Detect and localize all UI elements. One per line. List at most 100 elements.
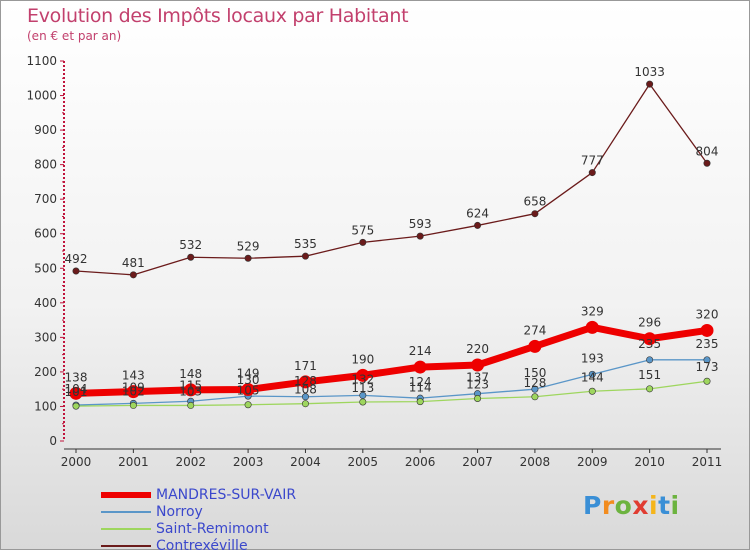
data-point (588, 387, 596, 395)
data-label: 624 (466, 206, 489, 220)
y-tick-label: 400 (34, 296, 57, 310)
y-tick-label: 300 (34, 330, 57, 344)
y-tick-label: 100 (34, 399, 57, 413)
y-tick-label: 500 (34, 261, 57, 275)
data-label: 190 (351, 352, 374, 366)
data-label: 235 (696, 337, 719, 351)
data-point (69, 386, 83, 400)
data-point (528, 339, 542, 353)
y-tick-label: 800 (34, 158, 57, 172)
legend-label: Norroy (156, 504, 203, 520)
data-point (241, 383, 255, 397)
data-point (643, 332, 657, 346)
series-line-contrex-ville (75, 83, 708, 276)
data-label: 235 (638, 337, 661, 351)
data-label: 103 (179, 384, 202, 398)
data-point (298, 375, 312, 389)
data-label: 492 (65, 252, 88, 266)
logo-letter: i (649, 491, 659, 520)
data-point (356, 368, 370, 382)
data-point (531, 393, 539, 401)
data-label: 1033 (634, 65, 665, 79)
legend-label: Contrexéville (156, 538, 248, 554)
logo-letter: t (658, 491, 671, 520)
data-label: 535 (294, 237, 317, 251)
y-tick-label: 1100 (26, 54, 57, 68)
x-tick-label: 2010 (634, 455, 665, 469)
series-line-saint-remimont (75, 380, 708, 407)
data-label: 274 (523, 323, 546, 337)
data-point (72, 267, 80, 275)
data-point (416, 398, 424, 406)
data-point (474, 395, 482, 403)
data-label: 101 (65, 385, 88, 399)
data-point (646, 80, 654, 88)
data-point (301, 252, 309, 260)
data-label: 220 (466, 342, 489, 356)
data-point (700, 323, 714, 337)
x-tick-label: 2011 (692, 455, 723, 469)
chart-subtitle: (en € et par an) (27, 29, 122, 43)
data-point (416, 232, 424, 240)
data-label: 193 (581, 351, 604, 365)
legend-label: Saint-Remimont (156, 521, 269, 537)
data-label: 115 (179, 378, 202, 392)
data-point (359, 398, 367, 406)
data-point (703, 356, 711, 364)
data-point (184, 383, 198, 397)
data-label: 171 (294, 359, 317, 373)
legend-label: MANDRES-SUR-VAIR (156, 487, 297, 503)
y-tick-label: 200 (34, 365, 57, 379)
x-tick-label: 2006 (405, 455, 436, 469)
data-point (72, 402, 80, 410)
x-tick-label: 2004 (290, 455, 321, 469)
y-tick-label: 0 (49, 434, 57, 448)
data-label: 575 (351, 223, 374, 237)
y-tick-label: 600 (34, 227, 57, 241)
data-label: 804 (696, 144, 719, 158)
x-tick-label: 2009 (577, 455, 608, 469)
y-tick-label: 700 (34, 192, 57, 206)
data-label: 329 (581, 304, 604, 318)
data-point (588, 370, 596, 378)
data-label: 151 (638, 368, 661, 382)
y-tick-label: 1000 (26, 89, 57, 103)
data-point (301, 400, 309, 408)
logo-letter: o (614, 491, 633, 520)
data-label: 296 (638, 316, 661, 330)
data-point (187, 401, 195, 409)
data-label: 132 (351, 372, 374, 386)
data-label: 320 (696, 307, 719, 321)
legend-swatch (101, 511, 151, 513)
x-tick-label: 2001 (118, 455, 149, 469)
logo-letter: x (632, 491, 649, 520)
data-point (126, 385, 140, 399)
data-point (471, 358, 485, 372)
data-point (244, 254, 252, 262)
logo-letter: P (583, 491, 602, 520)
data-label: 148 (179, 367, 202, 381)
data-point (359, 238, 367, 246)
data-label: 128 (523, 376, 546, 390)
data-point (129, 271, 137, 279)
data-label: 173 (696, 360, 719, 374)
data-point (531, 210, 539, 218)
x-tick-label: 2005 (348, 455, 379, 469)
data-label: 128 (294, 374, 317, 388)
data-label: 123 (466, 378, 489, 392)
data-point (129, 401, 137, 409)
data-point (301, 393, 309, 401)
data-label: 777 (581, 154, 604, 168)
data-label: 104 (65, 382, 88, 396)
chart-title: Evolution des Impôts locaux par Habitant (27, 5, 409, 27)
data-label: 144 (581, 370, 604, 384)
data-label: 481 (122, 256, 145, 270)
legend-swatch (101, 492, 151, 498)
data-label: 529 (237, 239, 260, 253)
legend-swatch (101, 545, 151, 547)
data-label: 143 (122, 369, 145, 383)
proxiti-logo: Proxiti (583, 491, 680, 520)
data-label: 150 (523, 366, 546, 380)
